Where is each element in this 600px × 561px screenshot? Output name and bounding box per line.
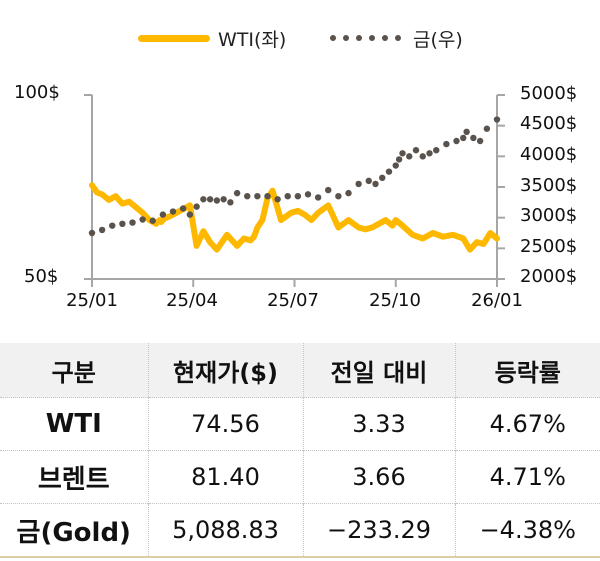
table-row: 브렌트 81.40 3.66 4.71%: [0, 450, 600, 504]
chart-axes: [84, 94, 505, 287]
right-axis-label-4000: 4000$: [520, 144, 578, 165]
cell-price: 74.56: [147, 397, 303, 451]
cell-rate: 4.67%: [454, 397, 600, 451]
header-current-price: 현재가($): [147, 343, 303, 398]
plot-area: [84, 94, 505, 287]
right-axis-label-4500: 4500$: [520, 113, 578, 134]
x-axis-label-2601: 26/01: [471, 290, 523, 311]
cell-price: 81.40: [147, 450, 303, 504]
row-label-brent: 브렌트: [0, 450, 148, 504]
cell-rate: −4.38%: [454, 503, 600, 558]
table-row: WTI 74.56 3.33 4.67%: [0, 397, 600, 451]
price-chart: WTI(좌) 금(우) 100$ 50$ 5000$ 4500$ 4000$ 3…: [0, 22, 600, 312]
row-label-gold: 금(Gold): [0, 503, 148, 558]
wti-line-swatch-icon: [138, 34, 210, 42]
legend-item-wti: WTI(좌): [138, 22, 286, 54]
right-axis-label-3500: 3500$: [520, 175, 578, 196]
row-label-wti: WTI: [0, 397, 148, 451]
table-header-row: 구분 현재가($) 전일 대비 등락률: [0, 343, 600, 398]
cell-price: 5,088.83: [147, 503, 303, 558]
x-axis-label-2504: 25/04: [166, 290, 218, 311]
header-change-rate: 등락률: [454, 343, 600, 398]
x-axis-label-2507: 25/07: [267, 290, 319, 311]
legend-label-wti: WTI(좌): [218, 28, 287, 51]
left-axis-label-max: 100$: [14, 82, 60, 103]
price-table: 구분 현재가($) 전일 대비 등락률 WTI 74.56 3.33 4.67%…: [0, 343, 600, 558]
cell-change: 3.33: [302, 397, 455, 451]
right-axis-label-3000: 3000$: [520, 205, 578, 226]
gold-dots-swatch-icon: [330, 35, 401, 41]
right-axis-label-2500: 2500$: [520, 236, 578, 257]
right-axis-label-2000: 2000$: [520, 266, 578, 287]
left-axis-label-min: 50$: [24, 266, 59, 287]
cell-change: 3.66: [302, 450, 455, 504]
gold-series-dots: [88, 116, 501, 237]
legend-label-gold: 금(우): [413, 28, 463, 51]
wti-series-line: [89, 182, 500, 253]
right-axis-label-5000: 5000$: [520, 83, 578, 104]
x-axis-label-2501: 25/01: [66, 290, 118, 311]
cell-rate: 4.71%: [454, 450, 600, 504]
chart-legend: WTI(좌) 금(우): [0, 22, 600, 54]
header-change: 전일 대비: [302, 343, 455, 398]
table-row: 금(Gold) 5,088.83 −233.29 −4.38%: [0, 503, 600, 558]
header-category: 구분: [0, 343, 148, 398]
x-axis-label-2510: 25/10: [369, 290, 421, 311]
cell-change: −233.29: [302, 503, 455, 558]
legend-item-gold: 금(우): [330, 22, 463, 54]
